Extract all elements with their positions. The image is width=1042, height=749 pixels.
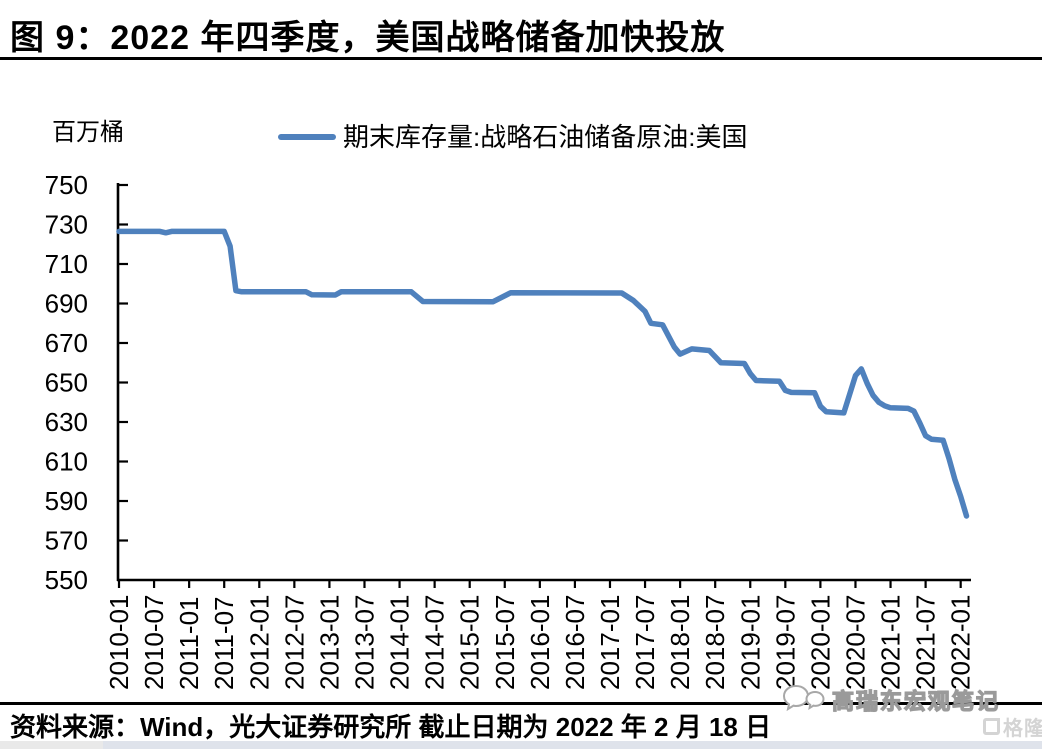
x-tick-label: 2020-07 (840, 595, 870, 690)
watermark-text: 高瑞东宏观笔记 (831, 688, 1001, 714)
x-tick-label: 2019-07 (770, 595, 800, 690)
x-tick-label: 2016-01 (525, 595, 555, 690)
x-tick-label: 2020-01 (805, 595, 835, 690)
x-tick-label: 2016-07 (560, 595, 590, 690)
x-tick-label: 2017-01 (595, 595, 625, 690)
bottom-strip-left (0, 741, 103, 749)
x-tick-label: 2013-01 (314, 595, 344, 690)
chart-title: 图 9：2022 年四季度，美国战略储备加快投放 (10, 19, 726, 57)
y-tick-label: 630 (45, 407, 88, 437)
x-tick-label: 2010-07 (139, 595, 169, 690)
x-tick-label: 2014-07 (420, 595, 450, 690)
x-tick-label: 2019-01 (735, 595, 765, 690)
y-tick-label: 590 (45, 486, 88, 516)
x-tick-label: 2015-07 (490, 595, 520, 690)
x-tick-label: 2010-01 (104, 595, 134, 690)
y-tick-label: 550 (45, 565, 88, 595)
x-tick-label: 2013-07 (349, 595, 379, 690)
x-tick-label: 2018-07 (700, 595, 730, 690)
y-tick-label: 670 (45, 328, 88, 358)
series-line (116, 228, 970, 519)
y-tick-label: 570 (45, 526, 88, 556)
x-tick-label: 2011-07 (209, 597, 239, 691)
data-source-note: 资料来源：Wind，光大证券研究所 截止日期为 2022 年 2 月 18 日 (10, 712, 772, 742)
watermark: 高瑞东宏观笔记 (782, 682, 1000, 718)
y-tick-label: 690 (45, 289, 88, 319)
x-tick-label: 2011-01 (174, 597, 204, 691)
legend-series-label: 期末库存量:战略石油储备原油:美国 (343, 122, 748, 152)
x-tick-label: 2018-01 (665, 595, 695, 690)
y-tick-label: 610 (45, 447, 88, 477)
chat-bubbles-icon (782, 684, 825, 712)
x-tick-label: 2021-01 (876, 595, 906, 690)
x-tick-label: 2012-01 (244, 595, 274, 690)
x-tick-label: 2017-07 (630, 595, 660, 690)
x-tick-label: 2015-01 (455, 595, 485, 690)
legend-line-sample-icon (278, 134, 336, 140)
footer-divider (0, 702, 1042, 705)
x-tick-label: 2014-01 (385, 595, 415, 690)
gelonghui-logo: 格隆汇 (983, 712, 1042, 741)
legend: 期末库存量:战略石油储备原油:美国 (278, 124, 747, 150)
y-tick-label: 730 (45, 210, 88, 240)
x-tick-label: 2021-07 (911, 595, 941, 690)
y-tick-label: 650 (45, 368, 88, 398)
bottom-strip-right (103, 741, 1042, 749)
x-tick-label: 2012-07 (279, 595, 309, 690)
y-tick-label: 710 (45, 249, 88, 279)
title-divider (0, 57, 1042, 60)
x-tick-label: 2022-01 (946, 595, 976, 690)
y-axis-unit-label: 百万桶 (52, 119, 124, 146)
y-tick-label: 750 (45, 170, 88, 200)
gelonghui-g-icon (983, 718, 1000, 735)
gelonghui-logo-text: 格隆汇 (1003, 718, 1042, 740)
